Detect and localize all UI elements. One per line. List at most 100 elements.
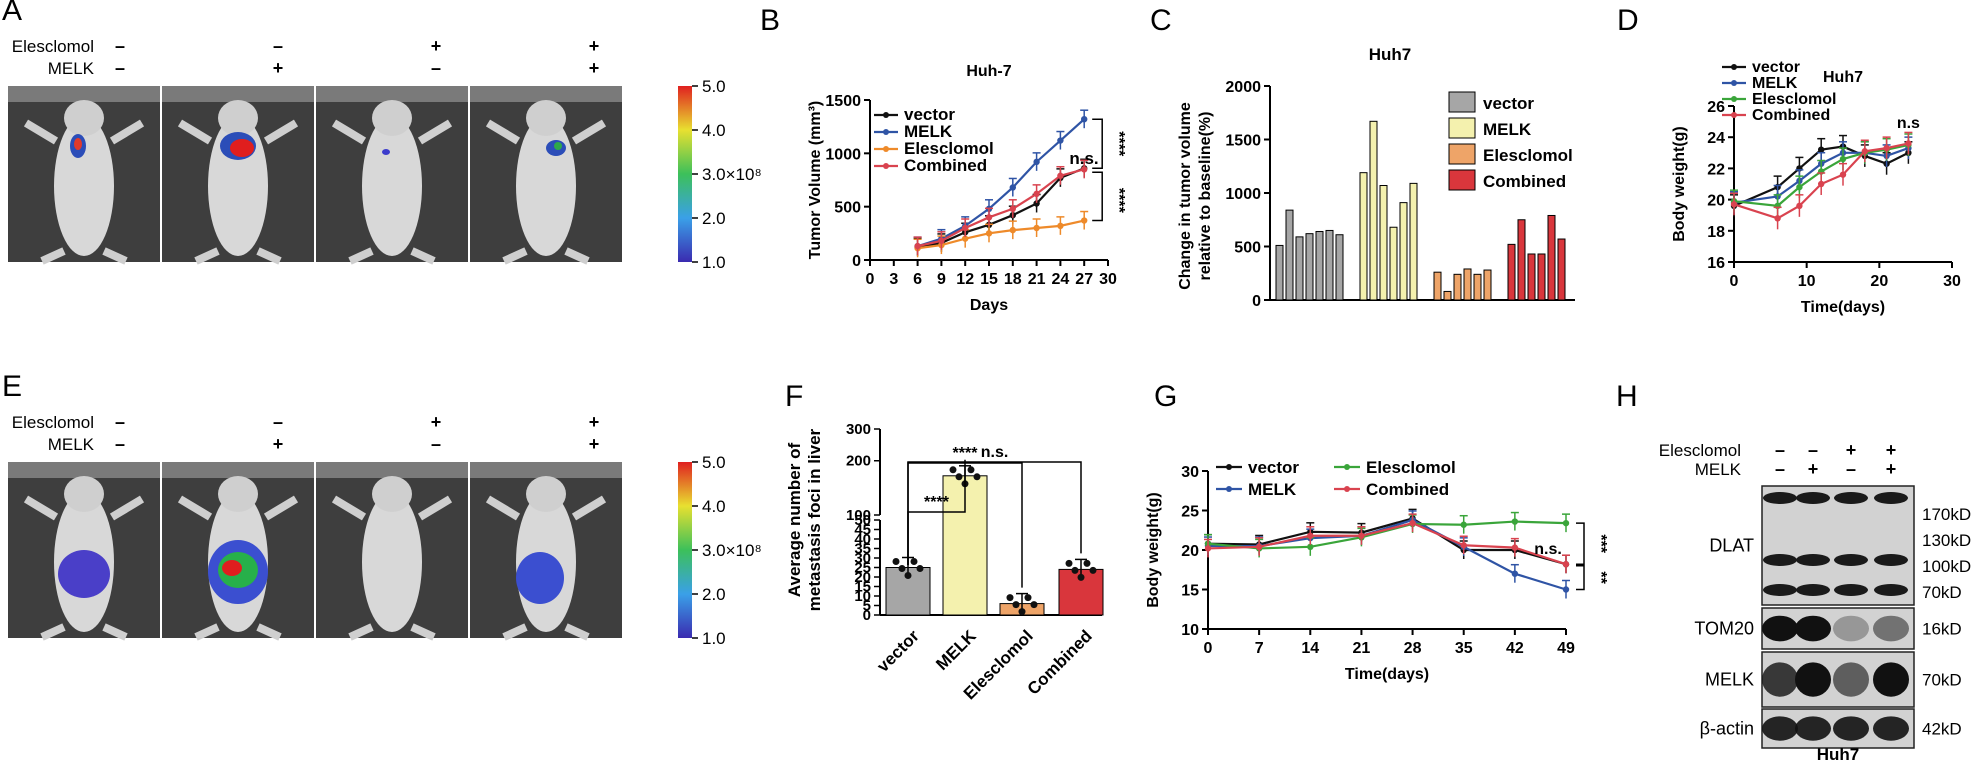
panel-d: D 16 18 20 22 24 26 0 10 20 30 Time(days) Body weigh… (1617, 4, 1961, 316)
x-tick-label: 6 (913, 271, 922, 288)
x-axis-label: Days (970, 297, 1008, 314)
treatment-sign: + (589, 58, 600, 78)
series-line (1733, 142, 1909, 220)
image-top-bar (470, 86, 622, 102)
treatment-sign: – (115, 36, 125, 56)
colorbar-tick-label: 2.0 (702, 585, 726, 604)
treatment-sign: – (115, 434, 125, 454)
data-point (1839, 155, 1847, 163)
chart-title: Huh-7 (966, 63, 1011, 80)
y-tick-label: 30 (854, 550, 871, 567)
y-axis-label: Average number of (785, 443, 804, 598)
data-point (914, 242, 921, 250)
data-point (985, 230, 993, 237)
y-tick-label: 300 (846, 421, 871, 438)
blot-label: DLAT (1709, 536, 1754, 556)
treatment-sign: + (273, 58, 284, 78)
y-tick-label: 0 (1252, 293, 1261, 310)
data-point (1861, 148, 1869, 155)
bar (1305, 233, 1314, 301)
significance-bracket (1092, 171, 1103, 222)
treatment-sign: – (273, 36, 283, 56)
panel-label: F (785, 380, 803, 413)
data-point (1460, 542, 1467, 549)
x-tick-label: 28 (1404, 640, 1422, 657)
mouse-limbs (331, 119, 453, 265)
y-tick-label: 20 (854, 569, 871, 586)
legend-label: vector (1248, 458, 1299, 477)
x-tick-label: 18 (1004, 271, 1022, 288)
treatment-sign: – (431, 58, 441, 78)
panel-label: A (2, 0, 22, 27)
data-point (1409, 519, 1416, 527)
data-point (1562, 561, 1570, 568)
bar (1359, 172, 1368, 301)
legend-label: Elesclomol (1366, 458, 1456, 477)
y-tick-label: 45 (854, 522, 871, 539)
series-line (917, 167, 1085, 249)
treatment-sign: + (431, 412, 442, 432)
data-point (1081, 166, 1088, 173)
data-point (938, 237, 945, 244)
significance-label: **** (1110, 131, 1127, 157)
data-point (1012, 601, 1020, 609)
significance-label: n.s (1897, 115, 1920, 132)
y-tick-label: 1500 (825, 93, 861, 110)
image-top-bar (8, 86, 160, 102)
blot-band (1874, 492, 1908, 504)
blot-band (1833, 615, 1869, 642)
kd-label: 130kD (1922, 531, 1971, 550)
blot-band (1795, 615, 1831, 642)
y-axis-label: Body weight(g) (1145, 492, 1162, 608)
y-tick-label: 24 (1707, 130, 1725, 147)
mouse-body (362, 116, 422, 256)
data-point (962, 235, 969, 242)
x-tick-label: 0 (1730, 273, 1739, 290)
legend-swatch (1448, 169, 1476, 191)
bar (1473, 273, 1482, 301)
panel-label: E (2, 370, 22, 403)
significance-label: *** (1592, 534, 1609, 553)
mouse-body (516, 116, 576, 256)
chart-title: Huh7 (1823, 69, 1863, 86)
y-tick-label: 500 (1234, 240, 1261, 257)
legend-label: Elesclomol (1483, 146, 1573, 165)
y-tick-label: 30 (1181, 464, 1199, 481)
x-tick-label: 49 (1557, 640, 1575, 657)
data-point (1030, 601, 1038, 609)
y-tick-label: 35 (854, 541, 871, 558)
series-line (917, 168, 1085, 248)
colorbar (678, 86, 692, 262)
treatment-sign: – (1775, 459, 1785, 479)
data-point (1358, 532, 1365, 539)
blot-label: MELK (1705, 670, 1754, 690)
y-tick-label: 1000 (1225, 186, 1261, 203)
data-point (955, 473, 963, 481)
signal-blob (382, 149, 390, 155)
y-tick-label: 10 (854, 588, 871, 605)
legend-label: Combined (904, 156, 987, 175)
mouse-head (218, 100, 258, 136)
x-tick-label: 7 (1255, 640, 1264, 657)
legend-marker (1731, 112, 1737, 118)
x-tick-label: 12 (956, 271, 974, 288)
row-label: Elesclomol (12, 413, 94, 432)
data-point (916, 565, 924, 572)
series-line (1207, 521, 1567, 566)
mouse-head (372, 476, 412, 512)
bar (1527, 253, 1536, 301)
legend-marker (883, 163, 889, 169)
treatment-sign: + (589, 434, 600, 454)
data-point (1511, 570, 1519, 577)
x-tick-label: vector (873, 626, 923, 676)
legend-label: MELK (1752, 75, 1798, 92)
colorbar (678, 462, 692, 638)
mouse-limbs (331, 495, 453, 641)
legend-label: Combined (1483, 172, 1566, 191)
blot-band (1873, 615, 1909, 642)
significance-label: **** (924, 494, 950, 511)
legend-marker (883, 129, 889, 135)
data-point (1774, 215, 1781, 222)
